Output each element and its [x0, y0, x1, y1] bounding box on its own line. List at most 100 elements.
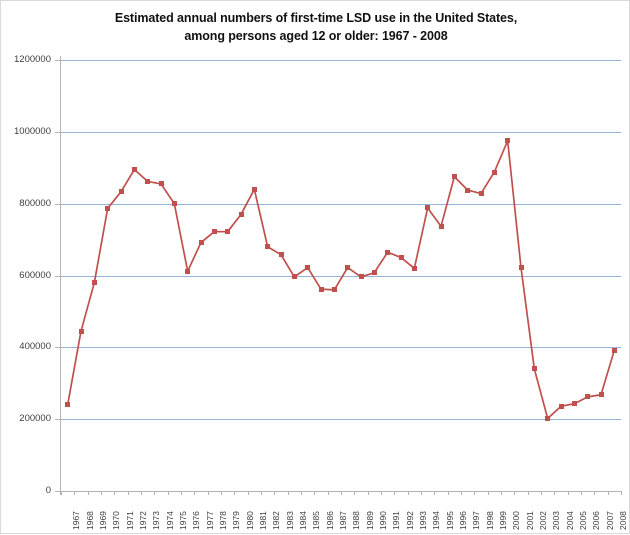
gridline	[61, 60, 621, 61]
y-axis-tick-label: 1200000	[14, 54, 51, 65]
x-axis-tick	[287, 491, 289, 495]
data-point-marker	[358, 274, 364, 280]
x-axis-tick	[381, 491, 382, 495]
x-axis-tick-label: 2004	[564, 511, 575, 530]
x-axis-tick-label: 1995	[444, 511, 455, 530]
data-point-marker	[145, 178, 151, 184]
x-axis-tick-label: 1991	[391, 511, 402, 530]
data-point-marker	[611, 347, 617, 353]
y-axis-tick	[55, 347, 60, 349]
gridline	[61, 275, 621, 277]
x-axis-tick-label: 1978	[217, 511, 228, 530]
x-axis-tick	[447, 491, 449, 495]
x-axis-tick-label: 2003	[551, 511, 562, 530]
x-axis-tick	[221, 491, 222, 495]
x-axis-tick-label: 2002	[537, 511, 548, 530]
x-axis-tick-label: 1986	[324, 511, 335, 530]
x-axis-tick-label: 2007	[604, 511, 615, 530]
chart-title-line-2: among persons aged 12 or older: 1967 - 2…	[184, 29, 448, 43]
x-axis-tick-label: 1981	[257, 511, 268, 530]
chart-title: Estimated annual numbers of first-time L…	[1, 9, 630, 45]
data-point-marker	[345, 265, 351, 271]
y-axis-tick-label: 200000	[19, 413, 51, 425]
x-axis-tick-label: 1998	[484, 511, 495, 530]
x-axis-tick	[234, 491, 236, 495]
x-axis-tick	[594, 491, 596, 495]
x-axis-tick-label: 1973	[151, 511, 162, 530]
data-point-marker	[238, 211, 244, 217]
x-axis-tick-label: 2000	[511, 511, 522, 530]
x-axis-tick	[527, 491, 529, 495]
x-axis-tick-label: 1971	[124, 511, 135, 530]
x-axis-tick	[194, 491, 196, 495]
data-point-marker	[185, 268, 191, 274]
data-point-marker	[411, 265, 417, 271]
x-axis-tick	[581, 491, 582, 495]
gridline	[61, 131, 621, 133]
x-axis-tick	[61, 491, 62, 495]
x-axis-tick	[114, 491, 116, 495]
x-axis-tick-label: 2006	[591, 511, 602, 530]
x-axis-tick-label: 1975	[177, 511, 188, 530]
data-point-marker	[465, 187, 471, 193]
x-axis-tick-label: 2008	[617, 511, 628, 530]
x-axis-tick-label: 1989	[364, 511, 375, 530]
data-point-marker	[571, 401, 577, 407]
y-axis-tick	[55, 419, 60, 421]
data-point-marker	[491, 169, 497, 175]
x-axis-tick	[394, 491, 396, 495]
x-axis-tick-label: 1970	[111, 511, 122, 530]
y-axis-tick	[55, 131, 60, 133]
x-axis-tick	[461, 491, 462, 495]
data-point-marker	[331, 287, 337, 293]
x-axis-tick	[207, 491, 209, 495]
data-point-marker	[598, 392, 604, 398]
x-axis-tick	[341, 491, 342, 495]
x-axis-tick	[314, 491, 316, 495]
data-point-marker	[65, 402, 71, 408]
x-axis-tick-label: 1983	[284, 511, 295, 530]
y-axis-tick	[55, 275, 60, 277]
x-axis-tick-label: 1980	[244, 511, 255, 530]
x-axis-tick	[367, 491, 369, 495]
data-point-marker	[291, 274, 297, 280]
y-axis-tick-label: 400000	[19, 341, 51, 353]
x-axis-tick-label: 1974	[164, 511, 175, 530]
data-point-marker	[398, 255, 404, 261]
data-point-marker	[451, 174, 457, 180]
x-axis-tick	[434, 491, 436, 495]
data-point-marker	[318, 286, 324, 292]
y-axis-tick-label: 1000000	[14, 125, 51, 137]
x-axis-tick	[101, 491, 102, 495]
x-axis-tick	[154, 491, 156, 495]
y-axis-tick	[55, 60, 60, 61]
x-axis-tick	[74, 491, 76, 495]
x-axis-tick-label: 1999	[497, 511, 508, 530]
y-axis-tick	[55, 491, 60, 492]
x-axis-tick-label: 1987	[337, 511, 348, 530]
data-point-marker	[518, 265, 524, 271]
x-axis-tick	[301, 491, 302, 495]
x-axis-tick	[421, 491, 422, 495]
gridline	[61, 347, 621, 349]
y-axis-tick-label: 600000	[19, 269, 51, 281]
data-point-marker	[171, 201, 177, 207]
data-point-marker	[265, 244, 271, 250]
data-point-marker	[505, 138, 511, 144]
data-point-marker	[558, 403, 564, 409]
x-axis-tick	[607, 491, 609, 495]
x-axis-tick	[541, 491, 542, 495]
data-point-marker	[158, 181, 164, 187]
x-axis-tick-label: 1968	[84, 511, 95, 530]
x-axis-tick	[501, 491, 502, 495]
data-point-marker	[251, 186, 257, 192]
x-axis-tick-label: 1990	[377, 511, 388, 530]
x-axis-tick	[247, 491, 249, 495]
gridline	[61, 203, 621, 205]
x-axis-tick-label: 1967	[71, 511, 82, 530]
data-point-marker	[385, 249, 391, 255]
data-point-marker	[105, 205, 111, 211]
data-point-marker	[211, 229, 217, 235]
